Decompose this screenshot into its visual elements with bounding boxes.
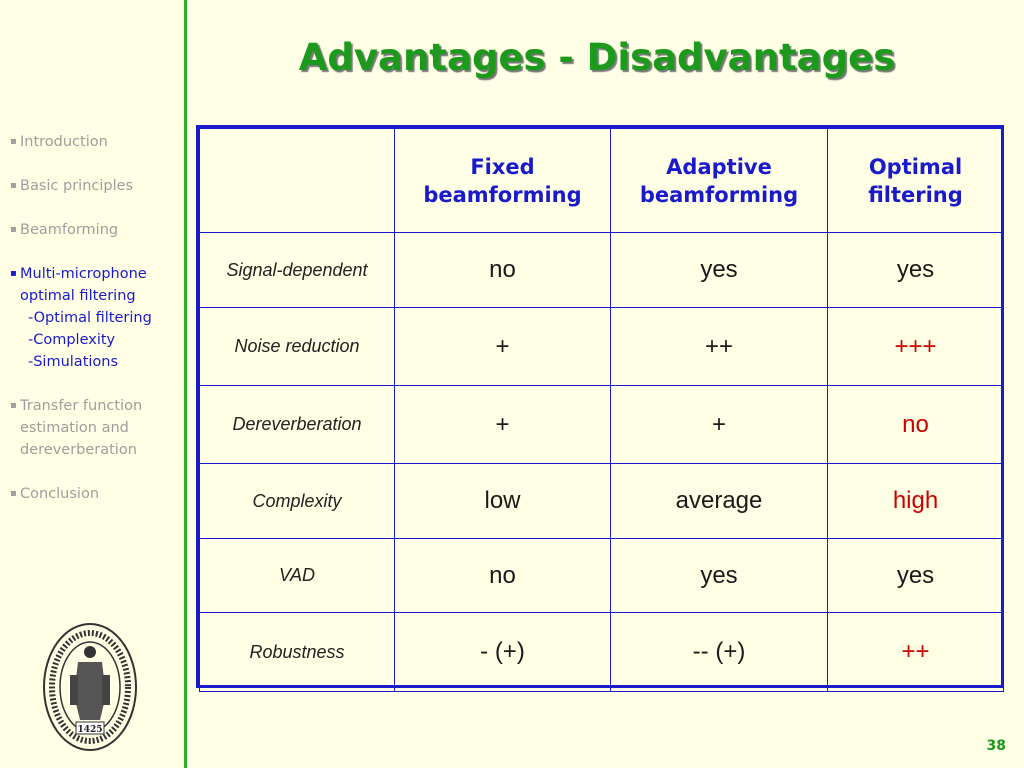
nav-item-basic-principles[interactable]: ▪ Basic principles bbox=[10, 175, 182, 197]
table-cell: yes bbox=[827, 232, 1004, 308]
table-cell: no bbox=[394, 232, 611, 308]
nav-item-beamforming[interactable]: ▪ Beamforming bbox=[10, 219, 182, 241]
page-number: 38 bbox=[986, 738, 1006, 754]
table-row: VAD no yes yes bbox=[199, 538, 1004, 613]
table-cell: yes bbox=[827, 538, 1004, 613]
row-label: Robustness bbox=[199, 612, 395, 692]
table-cell: + bbox=[394, 385, 611, 464]
table-header-row: Fixed beamforming Adaptive beamforming Opt… bbox=[199, 128, 1004, 233]
bullet-icon: ▪ bbox=[10, 268, 17, 279]
nav-item-label: Basic principles bbox=[20, 178, 134, 194]
nav-item-label: Conclusion bbox=[20, 486, 100, 502]
header-adaptive-beamforming: Adaptive beamforming bbox=[610, 128, 828, 233]
nav-subitem-complexity[interactable]: -Complexity bbox=[28, 332, 116, 348]
sidebar-divider bbox=[184, 0, 187, 768]
table-row: Robustness - (+) -- (+) ++ bbox=[199, 612, 1004, 692]
table-row: Complexity low average high bbox=[199, 463, 1004, 539]
nav-item-label-line2: estimation and bbox=[20, 420, 129, 436]
bullet-icon: ▪ bbox=[10, 136, 17, 147]
seal-year: 1425 bbox=[77, 725, 102, 735]
table-cell: -- (+) bbox=[610, 612, 828, 692]
bullet-icon: ▪ bbox=[10, 488, 17, 499]
table-cell: ++ bbox=[610, 307, 828, 386]
nav-item-label-line3: dereverberation bbox=[20, 442, 137, 458]
table-cell: yes bbox=[610, 538, 828, 613]
table-cell-highlight: +++ bbox=[827, 307, 1004, 386]
nav-item-label: Introduction bbox=[20, 134, 108, 150]
nav-item-introduction[interactable]: ▪ Introduction bbox=[10, 131, 182, 153]
row-label: Noise reduction bbox=[199, 307, 395, 386]
table-row: Signal-dependent no yes yes bbox=[199, 232, 1004, 308]
row-label: Complexity bbox=[199, 463, 395, 539]
nav-item-conclusion[interactable]: ▪ Conclusion bbox=[10, 483, 182, 505]
nav-item-transfer-function[interactable]: ▪ Transfer function estimation and derev… bbox=[10, 395, 182, 461]
row-label: Signal-dependent bbox=[199, 232, 395, 308]
table-cell-highlight: no bbox=[827, 385, 1004, 464]
table-cell: - (+) bbox=[394, 612, 611, 692]
nav-item-label: Beamforming bbox=[20, 222, 119, 238]
table-cell: average bbox=[610, 463, 828, 539]
header-fixed-beamforming: Fixed beamforming bbox=[394, 128, 611, 233]
table-cell: low bbox=[394, 463, 611, 539]
table-cell: + bbox=[394, 307, 611, 386]
table-row: Noise reduction + ++ +++ bbox=[199, 307, 1004, 386]
sidebar-nav: ▪ Introduction ▪ Basic principles ▪ Beam… bbox=[10, 131, 182, 527]
row-label: VAD bbox=[199, 538, 395, 613]
header-empty-cell bbox=[199, 128, 395, 233]
table-cell: + bbox=[610, 385, 828, 464]
nav-subitem-optimal-filtering[interactable]: -Optimal filtering bbox=[28, 310, 152, 326]
university-seal-icon: 1425 bbox=[43, 623, 137, 751]
table-cell-highlight: high bbox=[827, 463, 1004, 539]
table-cell-highlight: ++ bbox=[827, 612, 1004, 692]
nav-item-label: Transfer function bbox=[20, 398, 143, 414]
nav-item-multi-microphone[interactable]: ▪ Multi-microphone optimal filtering -Op… bbox=[10, 263, 182, 373]
table-row: Dereverberation + + no bbox=[199, 385, 1004, 464]
table-cell: yes bbox=[610, 232, 828, 308]
nav-subitem-simulations[interactable]: -Simulations bbox=[28, 354, 119, 370]
bullet-icon: ▪ bbox=[10, 400, 17, 411]
row-label: Dereverberation bbox=[199, 385, 395, 464]
bullet-icon: ▪ bbox=[10, 224, 17, 235]
nav-item-label: Multi-microphone bbox=[20, 266, 147, 282]
nav-item-label-line2: optimal filtering bbox=[20, 288, 136, 304]
header-optimal-filtering: Optimal filtering bbox=[827, 128, 1004, 233]
comparison-table: Fixed beamforming Adaptive beamforming Opt… bbox=[196, 125, 1004, 692]
table-cell: no bbox=[394, 538, 611, 613]
bullet-icon: ▪ bbox=[10, 180, 17, 191]
slide-title: Advantages - Disadvantages bbox=[298, 36, 896, 79]
